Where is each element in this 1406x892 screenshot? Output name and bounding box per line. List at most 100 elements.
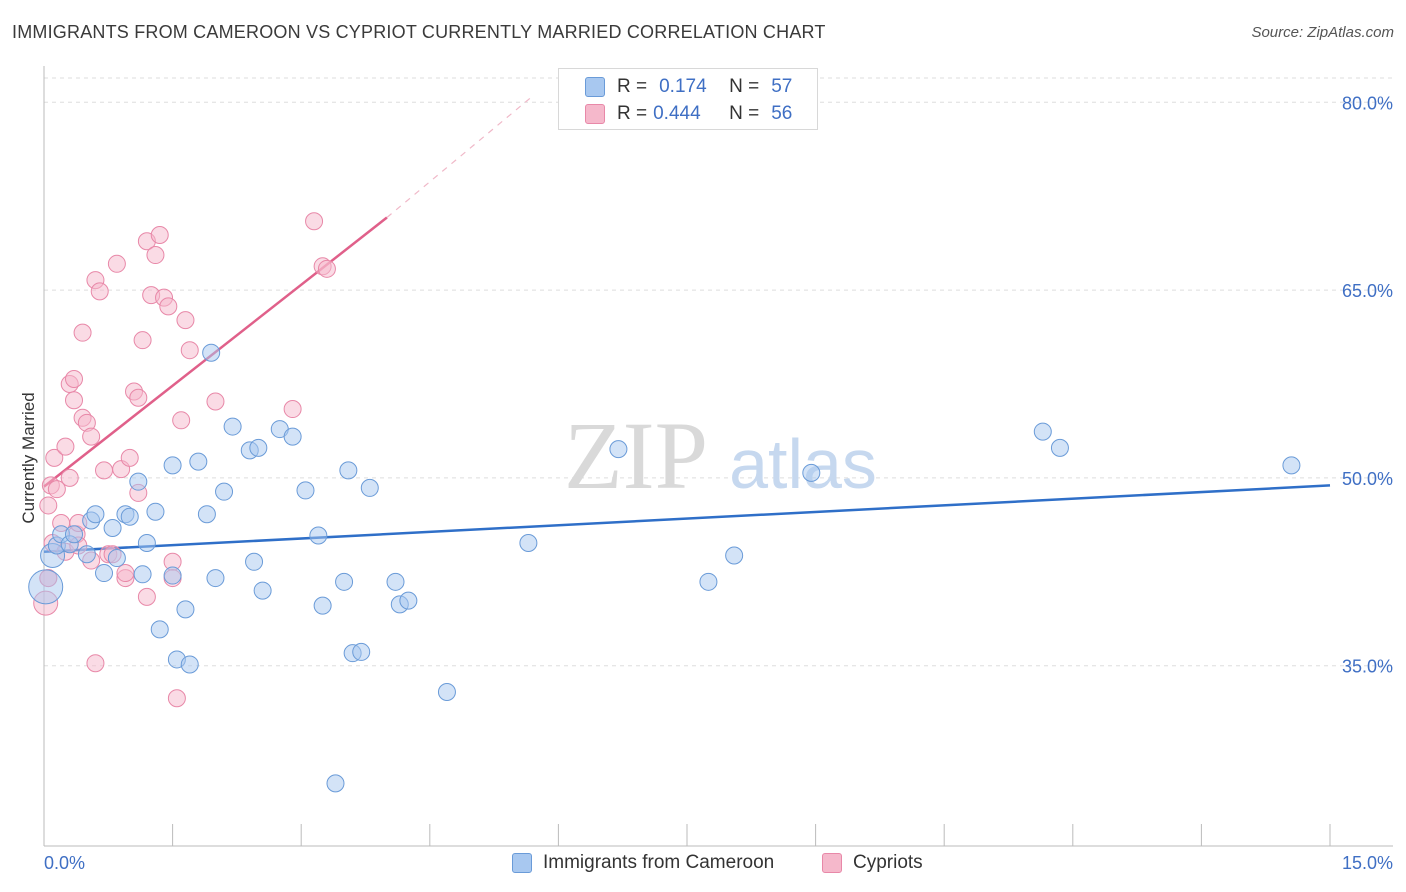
- y-tick-label: 35.0%: [1342, 657, 1393, 677]
- r-value: 0.444: [653, 103, 701, 124]
- n-label: N =: [729, 103, 760, 124]
- data-point-cypriots: [283, 400, 302, 419]
- data-point-cameroon: [326, 774, 345, 793]
- watermark-zip: ZIP: [564, 402, 708, 509]
- data-point-cypriots: [82, 427, 101, 446]
- trend-line-cypriots-extension: [386, 95, 534, 218]
- data-point-cypriots: [317, 259, 336, 278]
- data-point-cameroon: [309, 526, 328, 545]
- data-point-cameroon: [386, 572, 405, 591]
- data-point-cypriots: [107, 254, 126, 273]
- data-point-cameroon: [189, 452, 208, 471]
- data-point-cypriots: [172, 411, 191, 430]
- data-point-cypriots: [167, 689, 186, 708]
- data-point-cameroon: [725, 546, 744, 565]
- data-point-cameroon: [103, 518, 122, 537]
- data-point-cameroon: [223, 417, 242, 436]
- legend-swatch-pink: [822, 853, 842, 873]
- data-point-cameroon: [360, 478, 379, 497]
- legend-swatch-blue: [585, 77, 605, 97]
- data-point-cameroon: [296, 481, 315, 500]
- data-point-cameroon: [95, 564, 114, 583]
- data-point-cameroon: [313, 596, 332, 615]
- series-legend: Immigrants from Cameroon Cypriots: [0, 852, 1406, 878]
- grid-lines: [44, 77, 1393, 667]
- data-point-cameroon: [197, 505, 216, 524]
- data-point-cypriots: [206, 392, 225, 411]
- data-point-cameroon: [335, 572, 354, 591]
- data-point-cypriots: [116, 564, 135, 583]
- n-value: 57: [771, 76, 793, 97]
- data-point-cameroon: [215, 482, 234, 501]
- data-point-cypriots: [133, 331, 152, 350]
- data-point-cameroon: [245, 552, 264, 571]
- data-point-cameroon: [65, 525, 84, 544]
- data-point-cypriots: [150, 226, 169, 245]
- data-point-cameroon: [609, 440, 628, 459]
- data-point-cameroon: [283, 427, 302, 446]
- legend-swatch-blue: [512, 853, 532, 873]
- data-point-cameroon: [28, 569, 64, 605]
- data-point-cameroon: [129, 472, 148, 491]
- data-point-cypriots: [47, 480, 66, 499]
- legend-swatch-pink: [585, 104, 605, 124]
- data-point-cameroon: [133, 565, 152, 584]
- data-point-cypriots: [305, 212, 324, 231]
- y-tick-label: 80.0%: [1342, 93, 1393, 113]
- data-point-cameroon: [202, 343, 221, 362]
- data-point-cameroon: [1050, 438, 1069, 457]
- data-point-cameroon: [150, 620, 169, 639]
- data-point-cypriots: [86, 654, 105, 673]
- r-label: R =: [617, 76, 648, 97]
- stats-legend-row-cypriots: R = 0.444 N = 56: [585, 101, 792, 127]
- data-point-cameroon: [1033, 422, 1052, 441]
- cameroon-points: [28, 343, 1301, 793]
- y-tick-label: 50.0%: [1342, 469, 1393, 489]
- legend-item-cameroon[interactable]: Immigrants from Cameroon: [512, 852, 774, 874]
- data-point-cameroon: [352, 642, 371, 661]
- data-point-cypriots: [146, 246, 165, 265]
- data-point-cameroon: [137, 534, 156, 553]
- data-point-cameroon: [206, 569, 225, 588]
- legend-item-cypriots[interactable]: Cypriots: [822, 852, 923, 874]
- watermark-atlas: atlas: [729, 425, 877, 503]
- data-point-cypriots: [180, 341, 199, 360]
- data-point-cypriots: [65, 391, 84, 410]
- data-point-cypriots: [159, 297, 178, 316]
- stats-legend: R = 0.174 N = 57 R = 0.444 N = 56: [558, 68, 818, 130]
- data-point-cameroon: [253, 581, 272, 600]
- data-point-cypriots: [73, 323, 92, 342]
- y-tick-label: 65.0%: [1342, 281, 1393, 301]
- data-point-cameroon: [77, 545, 96, 564]
- trend-line-cameroon: [43, 484, 1331, 554]
- data-point-cameroon: [86, 505, 105, 524]
- data-point-cameroon: [120, 507, 139, 526]
- n-label: N =: [729, 76, 760, 97]
- data-point-cypriots: [176, 311, 195, 330]
- y-axis-title: Currently Married: [19, 392, 38, 523]
- data-point-cameroon: [146, 502, 165, 521]
- data-point-cameroon: [1282, 456, 1301, 475]
- data-point-cameroon: [176, 600, 195, 619]
- source-credit: Source: ZipAtlas.com: [1251, 24, 1394, 41]
- data-point-cameroon: [163, 456, 182, 475]
- stats-legend-row-cameroon: R = 0.174 N = 57: [585, 74, 792, 100]
- legend-label-cameroon: Immigrants from Cameroon: [543, 852, 775, 873]
- r-value: 0.174: [659, 76, 707, 97]
- data-point-cameroon: [107, 549, 126, 568]
- axes: [43, 66, 1393, 847]
- data-point-cameroon: [163, 566, 182, 585]
- data-point-cypriots: [137, 587, 156, 606]
- y-axis-labels: 35.0% 50.0% 65.0% 80.0%: [1342, 93, 1393, 676]
- data-point-cypriots: [65, 369, 84, 388]
- watermark: ZIP atlas: [564, 402, 877, 509]
- data-point-cameroon: [437, 683, 456, 701]
- data-point-cypriots: [39, 496, 58, 515]
- data-point-cameroon: [249, 438, 268, 457]
- x-tick-label-min: 0.0%: [44, 853, 85, 873]
- n-value: 56: [771, 103, 793, 124]
- data-point-cypriots: [90, 282, 109, 301]
- data-point-cameroon: [699, 572, 718, 591]
- chart-title: IMMIGRANTS FROM CAMEROON VS CYPRIOT CURR…: [12, 22, 826, 42]
- data-point-cameroon: [399, 591, 418, 610]
